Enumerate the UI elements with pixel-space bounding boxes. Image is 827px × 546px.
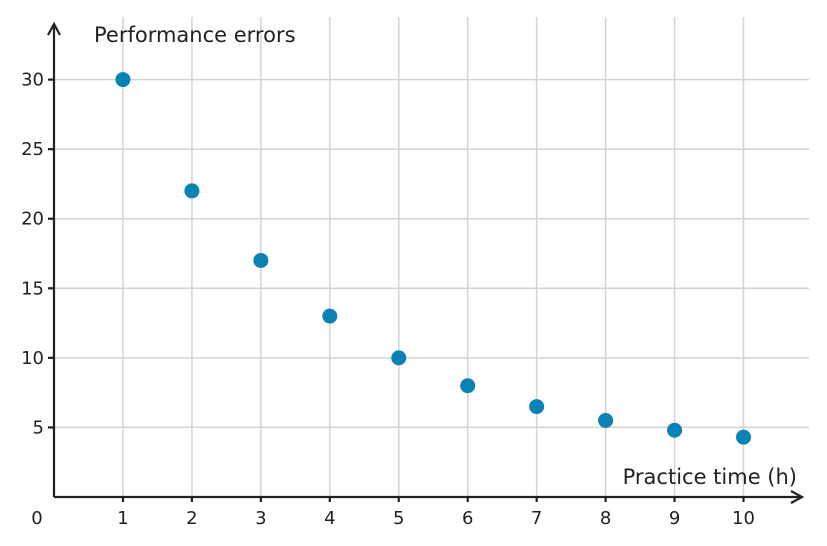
x-tick-label: 4: [324, 508, 335, 529]
x-tick-label: 10: [732, 508, 755, 529]
data-point: [667, 422, 683, 438]
data-point: [115, 72, 131, 88]
x-axis-title: Practice time (h): [623, 465, 797, 489]
x-tick-label: 3: [255, 508, 266, 529]
x-axis-arrow: [790, 490, 805, 504]
y-tick-label: 5: [33, 417, 44, 438]
y-tick-label: 30: [21, 70, 44, 91]
x-tick-label: 7: [531, 508, 542, 529]
y-axis-arrow: [47, 21, 61, 36]
y-tick-label: 20: [21, 209, 44, 230]
x-tick-label: 9: [669, 508, 680, 529]
y-tick-label: 25: [21, 139, 44, 160]
y-axis-title: Performance errors: [94, 23, 296, 47]
data-point: [184, 183, 200, 199]
data-point: [735, 429, 751, 445]
x-tick-label: 6: [462, 508, 473, 529]
data-point: [598, 412, 614, 428]
ticks: 1 2 3 4 5 6 7 8 9 10 5 10 15 20 25 30: [21, 70, 755, 529]
x-tick-label: 2: [186, 508, 197, 529]
x-tick-label: 1: [117, 508, 128, 529]
x-tick-label: 8: [600, 508, 611, 529]
x-tick-label: 5: [393, 508, 404, 529]
data-point: [529, 399, 545, 415]
data-point: [460, 378, 476, 394]
grid: [54, 17, 809, 497]
data-point: [322, 308, 338, 324]
y-tick-label: 10: [21, 348, 44, 369]
origin-label: 0: [31, 508, 42, 529]
y-tick-label: 15: [21, 278, 44, 299]
data-point: [391, 350, 407, 366]
axes: [47, 21, 805, 504]
data-point: [253, 252, 269, 268]
data-points: [115, 72, 751, 445]
